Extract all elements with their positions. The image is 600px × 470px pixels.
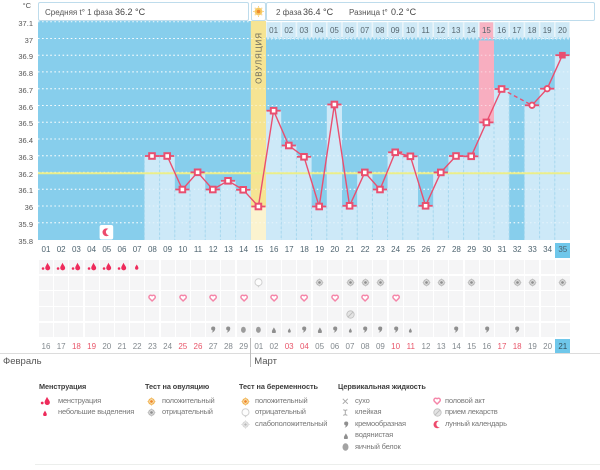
svg-text:08: 08 xyxy=(376,26,385,35)
svg-text:18: 18 xyxy=(528,26,537,35)
svg-text:16: 16 xyxy=(498,26,507,35)
svg-text:10: 10 xyxy=(406,26,415,35)
svg-text:09: 09 xyxy=(391,26,400,35)
svg-text:02: 02 xyxy=(285,26,294,35)
svg-text:03: 03 xyxy=(300,26,309,35)
svg-text:05: 05 xyxy=(330,26,339,35)
svg-text:11: 11 xyxy=(422,26,431,35)
svg-text:17: 17 xyxy=(513,26,522,35)
svg-text:04: 04 xyxy=(315,26,324,35)
svg-text:14: 14 xyxy=(467,26,476,35)
svg-text:12: 12 xyxy=(437,26,446,35)
svg-text:20: 20 xyxy=(558,26,567,35)
svg-text:13: 13 xyxy=(452,26,461,35)
svg-text:06: 06 xyxy=(346,26,355,35)
svg-text:15: 15 xyxy=(482,26,491,35)
svg-text:01: 01 xyxy=(270,26,279,35)
svg-text:19: 19 xyxy=(543,26,552,35)
svg-text:07: 07 xyxy=(361,26,370,35)
svg-text:ОВУЛЯЦИЯ: ОВУЛЯЦИЯ xyxy=(255,32,264,84)
